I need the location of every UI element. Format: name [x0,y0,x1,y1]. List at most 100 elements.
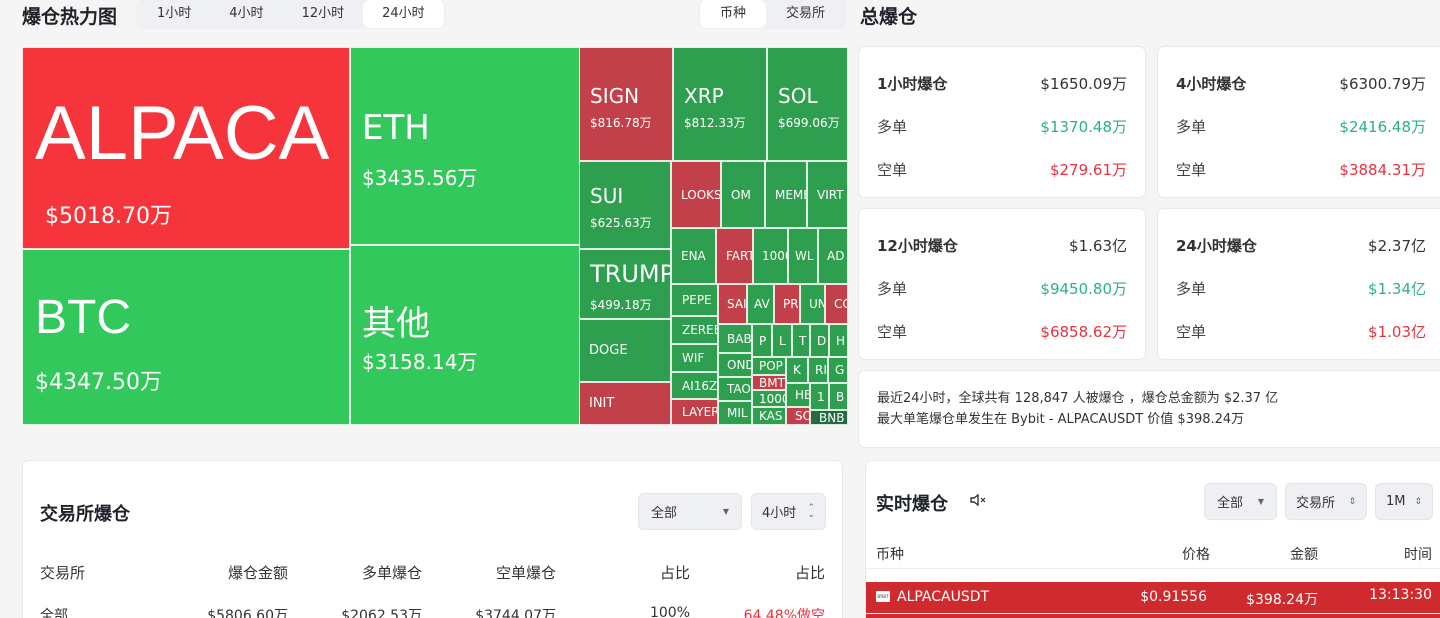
tab-1h[interactable]: 1小时 [157,6,192,21]
total-liquidation-title: 总爆仓 [860,6,918,28]
heatmap-cell-l[interactable]: L [772,324,792,357]
summary-line-1: 最近24小时，全球共有 128,847 人被爆仓 ，爆仓总金额为 $2.37 亿 [877,391,1279,406]
exchange-filter-select[interactable]: 全部 ▼ [638,493,742,530]
heatmap-cell-btc[interactable]: BTC $4347.50万 [22,249,350,425]
heatmap-cell-init[interactable]: INIT [579,382,671,425]
long-value: $2416.48万 [1339,118,1426,136]
cell-amount: $499.18万 [590,298,652,312]
cell-amount: $812.33万 [684,116,746,130]
heatmap-cell-sol[interactable]: SOL $699.06万 [767,47,848,161]
cell-amount: $4347.50万 [35,370,162,395]
cell-symbol: T [799,333,807,348]
heatmap-cell-sai[interactable]: SAI [718,284,747,324]
cell-amount: $816.78万 [590,116,652,130]
heatmap-cell-wl[interactable]: WL [788,228,818,284]
tab-24h[interactable]: 24小时 [363,0,444,28]
heatmap-cell-zeree[interactable]: ZEREE [671,316,718,344]
tab-12h[interactable]: 12小时 [301,6,345,21]
heatmap-cell-1000[interactable]: 1000 [753,228,788,284]
cell-symbol: TAO [727,382,751,396]
heatmap-cell-d[interactable]: D [810,324,829,357]
cell-symbol: SAI [727,297,747,311]
heatmap-cell-so[interactable]: SO [786,407,810,425]
tab-exchange[interactable]: 交易所 [786,6,826,21]
heatmap-cell-pr[interactable]: PR [774,284,800,324]
heatmap-cell-pepe[interactable]: PEPE [671,284,718,316]
cell-symbol: HE [795,388,810,402]
short-label: 空单 [1176,161,1207,179]
heatmap-cell-bmt[interactable]: BMT [752,375,786,390]
select-value: 4小时 [762,506,797,521]
heatmap-cell-ai16z[interactable]: AI16Z [671,372,718,399]
long-label: 多单 [1176,280,1207,298]
realtime-row[interactable]: BYBIT ALPACAUSDT $0.91556 $398.24万 13:13… [866,582,1440,613]
cell-symbol: BAB [727,331,752,346]
heatmap-cell-co[interactable]: CO [825,284,848,324]
heatmap-cell-ena[interactable]: ENA [671,228,716,284]
select-value: 交易所 [1296,496,1336,511]
cell-symbol: B [836,389,845,404]
realtime-filter-select[interactable]: 全部 ▼ [1204,483,1277,520]
cell-long: $2062.53万 [341,608,422,618]
cell-symbol: WL [795,249,814,263]
cell-symbol: AV [754,297,770,311]
realtime-amount-select[interactable]: 1M ⇕ [1375,483,1433,520]
heatmap-cell-kas[interactable]: KAS [752,407,786,425]
heatmap-title: 爆仓热力图 [22,6,118,28]
heatmap-cell-others[interactable]: 其他 $3158.14万 [350,245,580,425]
cell-symbol: AD [827,249,845,263]
exchange-time-select[interactable]: 4小时 ⌃ ⌄ [751,493,826,530]
heatmap-cell-ri[interactable]: RI [808,357,828,383]
heatmap-cell-b[interactable]: B [829,383,848,410]
cell-total: $5806.60万 [207,608,288,618]
heatmap-cell-av[interactable]: AV [747,284,774,324]
cell-symbol: WIF [682,351,705,365]
heatmap-cell-doge[interactable]: DOGE [579,319,671,382]
heatmap-cell-virt[interactable]: VIRT [807,161,848,228]
cell-symbol: DOGE [589,343,628,358]
speaker-mute-icon[interactable] [968,490,988,514]
heatmap-cell-1[interactable]: 1 [810,383,829,410]
heatmap-cell-fart[interactable]: FART [716,228,753,284]
heatmap-cell-layer[interactable]: LAYER [671,399,718,425]
heatmap-cell-xrp[interactable]: XRP $812.33万 [673,47,767,161]
heatmap-cell-alpaca[interactable]: ALPACA $5018.70万 [22,47,350,249]
heatmap-cell-om[interactable]: OM [721,161,765,228]
heatmap-cell-t[interactable]: T [792,324,810,357]
cell-symbol: CO [834,297,847,311]
tab-coin[interactable]: 币种 [700,0,767,28]
heatmap-cell-tao[interactable]: TAO [718,377,752,401]
heatmap-cell-eth[interactable]: ETH $3435.56万 [350,47,580,245]
heatmap-cell-he[interactable]: HE [786,383,810,407]
heatmap-cell-sign[interactable]: SIGN $816.78万 [579,47,673,161]
heatmap-cell-mil[interactable]: MIL [718,401,752,425]
heatmap-cell-trump[interactable]: TRUMP $499.18万 [579,249,671,319]
heatmap-cell-1000b[interactable]: 1000 [752,390,786,407]
heatmap-cell-g[interactable]: G [828,357,848,383]
heatmap-cell-pop[interactable]: POP [752,357,786,375]
heatmap-cell-bab[interactable]: BAB [718,324,752,353]
row-time: 13:13:30 [1369,587,1432,603]
stat-total: $2.37亿 [1368,237,1426,255]
cell-symbol: LAYER [682,405,718,419]
tab-4h[interactable]: 4小时 [229,6,264,21]
heatmap-cell-ond[interactable]: OND [718,353,752,377]
heatmap-cell-p[interactable]: P [752,324,772,357]
heatmap-cell-meme[interactable]: MEME [765,161,807,228]
exchange-logo-icon: BYBIT [876,591,890,602]
heatmap-cell-un[interactable]: UN [800,284,825,324]
short-label: 空单 [877,161,908,179]
stat-total: $1.63亿 [1069,237,1127,255]
heatmap-cell-sui[interactable]: SUI $625.63万 [579,161,671,249]
heatmap-cell-looks[interactable]: LOOKS [671,161,721,228]
heatmap-cell-ad[interactable]: AD [818,228,848,284]
cell-amount: $3158.14万 [362,350,478,374]
heatmap-cell-wif[interactable]: WIF [671,344,718,372]
cell-symbol: ETH [362,108,430,148]
heatmap-cell-h[interactable]: H [829,324,848,357]
heatmap-cell-bnb[interactable]: BNB [810,410,848,425]
heatmap-cell-k[interactable]: K [786,357,808,383]
col-long: 多单爆仓 [361,564,422,582]
realtime-exchange-select[interactable]: 交易所 ⇕ [1285,483,1367,520]
long-value: $9450.80万 [1040,280,1127,298]
